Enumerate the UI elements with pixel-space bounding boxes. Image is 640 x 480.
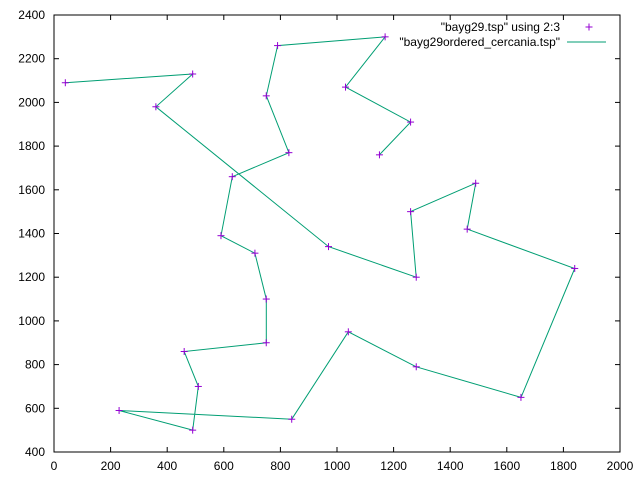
city-point xyxy=(217,232,225,240)
city-point xyxy=(115,406,123,414)
y-tick-label: 2000 xyxy=(18,95,45,109)
city-point xyxy=(228,173,236,181)
city-point xyxy=(344,328,352,336)
city-point xyxy=(463,225,471,233)
series-lines xyxy=(65,36,576,431)
axis-ticks xyxy=(53,14,621,453)
y-tick-labels: 400 600 800 1000 1200 1400 1600 1800 2000 2200 240… xyxy=(18,8,45,459)
city-point xyxy=(152,103,160,111)
x-tick-label: 800 xyxy=(270,459,290,473)
legend: "bayg29.tsp" using 2:3 "bayg29ordered_ce… xyxy=(399,20,606,49)
city-point xyxy=(189,426,197,434)
x-tick-label: 1400 xyxy=(437,459,464,473)
x-tick-labels: 0 200 400 600 800 1000 1200 1400 1600 1800 2000 xyxy=(51,459,634,473)
city-point xyxy=(407,118,415,126)
city-point xyxy=(407,208,415,216)
y-tick-label: 1600 xyxy=(18,183,45,197)
city-point xyxy=(180,347,188,355)
x-tick-label: 600 xyxy=(214,459,234,473)
y-tick-label: 1400 xyxy=(18,227,45,241)
x-tick-label: 2000 xyxy=(607,459,634,473)
legend-point-sample xyxy=(585,23,593,31)
city-point xyxy=(571,264,579,272)
x-tick-label: 1600 xyxy=(493,459,520,473)
city-point xyxy=(381,33,389,41)
x-tick-label: 400 xyxy=(157,459,177,473)
city-point xyxy=(412,363,420,371)
city-point xyxy=(341,83,349,91)
city-point xyxy=(517,393,525,401)
y-tick-label: 1800 xyxy=(18,139,45,153)
city-point xyxy=(262,339,270,347)
city-point xyxy=(61,79,69,87)
route-line xyxy=(65,36,576,431)
city-point xyxy=(189,70,197,78)
city-point xyxy=(262,92,270,100)
y-tick-label: 400 xyxy=(25,445,45,459)
legend-label-points: "bayg29.tsp" using 2:3 xyxy=(441,20,561,34)
x-tick-label: 1800 xyxy=(550,459,577,473)
city-point xyxy=(194,382,202,390)
series-points xyxy=(61,33,579,434)
x-tick-label: 200 xyxy=(101,459,121,473)
city-point xyxy=(274,42,282,50)
city-point xyxy=(262,295,270,303)
city-point xyxy=(375,151,383,159)
x-tick-label: 1000 xyxy=(324,459,351,473)
legend-label-route: "bayg29ordered_cercania.tsp" xyxy=(399,35,560,49)
city-point xyxy=(285,149,293,157)
city-point xyxy=(325,243,333,251)
city-point xyxy=(251,249,259,257)
city-point xyxy=(288,415,296,423)
y-tick-label: 2400 xyxy=(18,8,45,22)
city-point xyxy=(412,273,420,281)
y-tick-label: 1000 xyxy=(18,314,45,328)
y-tick-label: 2200 xyxy=(18,52,45,66)
x-tick-label: 0 xyxy=(51,459,58,473)
city-point xyxy=(472,179,480,187)
y-tick-label: 600 xyxy=(25,401,45,415)
legend-swatch-points xyxy=(585,23,593,31)
y-tick-label: 1200 xyxy=(18,270,45,284)
y-tick-label: 800 xyxy=(25,358,45,372)
plot-frame xyxy=(53,14,621,453)
x-tick-label: 1200 xyxy=(380,459,407,473)
